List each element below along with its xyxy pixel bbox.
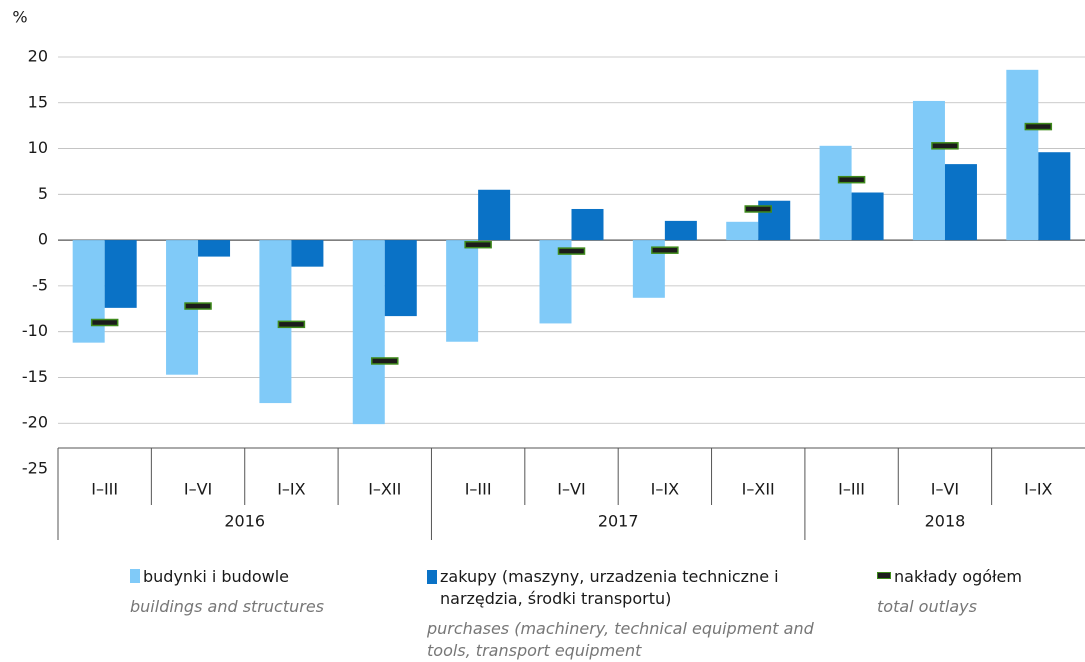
bar (726, 221, 759, 241)
legend-label-en: buildings and structures (130, 597, 324, 616)
bar (912, 100, 945, 241)
y-tick-label: 0 (38, 230, 48, 249)
x-tick-label: I–IX (1024, 480, 1052, 499)
total-marker (464, 240, 492, 249)
x-tick-label: I–III (91, 480, 118, 499)
legend-label: budynki i budowle (143, 567, 290, 586)
bar (352, 240, 385, 425)
x-tick-label: I–XII (368, 480, 401, 499)
bar (1038, 152, 1071, 241)
total-marker (744, 205, 772, 213)
total-marker (371, 357, 399, 365)
total-marker (90, 318, 119, 327)
bar (571, 208, 604, 241)
y-unit: % (12, 8, 27, 27)
legend-item: zakupy (maszyny, urzadzenia techniczne i… (427, 566, 822, 662)
bar (664, 220, 697, 241)
bar (104, 240, 137, 308)
y-tick-label: -20 (22, 413, 48, 432)
x-tick-label: I–III (838, 480, 865, 499)
y-tick-label: 10 (28, 138, 48, 157)
bar (819, 145, 852, 241)
x-tick-label: I–IX (277, 480, 305, 499)
bar (1006, 69, 1039, 241)
bar (291, 240, 324, 267)
legend-label-en: purchases (machinery, technical equipmen… (427, 619, 814, 660)
bar (384, 240, 417, 317)
total-marker (931, 142, 959, 150)
y-tick-label: -5 (32, 275, 48, 294)
total-marker (1024, 122, 1053, 131)
legend-swatch (130, 569, 140, 583)
total-marker (651, 246, 679, 254)
x-tick-label: I–III (465, 480, 492, 499)
x-tick-label: I–VI (557, 480, 585, 499)
group-label: 2017 (598, 512, 639, 531)
x-tick-label: I–VI (931, 480, 959, 499)
bar (198, 240, 231, 257)
bar (446, 240, 479, 342)
x-tick-label: I–VI (184, 480, 212, 499)
total-marker (277, 320, 306, 329)
bar (478, 189, 511, 241)
legend-label: zakupy (maszyny, urzadzenia techniczne i… (440, 567, 779, 608)
legend-label: nakłady ogółem (894, 567, 1022, 586)
y-tick-label: -10 (22, 321, 48, 340)
y-tick-label: -25 (22, 459, 48, 478)
bar (72, 240, 105, 343)
y-tick-label: 15 (28, 92, 48, 111)
total-marker (184, 302, 212, 310)
legend-item: nakłady ogółem total outlays (877, 566, 1077, 618)
bar (944, 164, 977, 241)
x-tick-label: I–XII (742, 480, 775, 499)
legend-label-en: total outlays (877, 597, 977, 616)
bar (851, 192, 884, 241)
legend-swatch (427, 570, 437, 584)
legend-swatch (877, 572, 891, 579)
total-marker (557, 247, 586, 255)
legend-item: budynki i budowle buildings and structur… (130, 566, 390, 618)
group-label: 2018 (925, 512, 966, 531)
y-tick-label: 5 (38, 184, 48, 203)
total-marker (837, 175, 866, 184)
group-label: 2016 (224, 512, 265, 531)
y-tick-label: -15 (22, 367, 48, 386)
x-tick-label: I–IX (651, 480, 679, 499)
y-tick-label: 20 (28, 47, 48, 66)
